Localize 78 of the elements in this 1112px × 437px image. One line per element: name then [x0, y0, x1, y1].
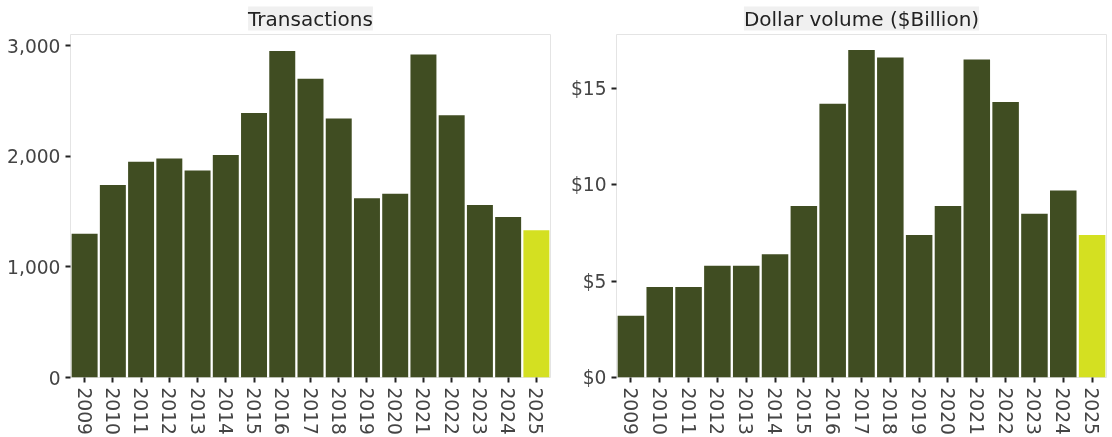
bar	[1050, 190, 1077, 378]
x-tick-label: 2019	[355, 387, 377, 435]
x-tick-label: 2018	[327, 387, 349, 435]
bar	[269, 51, 296, 378]
x-tick-label: 2023	[1023, 387, 1045, 435]
bar	[905, 234, 933, 378]
bar	[128, 161, 155, 378]
bar	[410, 54, 437, 378]
y-tick-label: 1,000	[7, 256, 61, 278]
x-tick-label: 2012	[158, 387, 180, 435]
bar	[877, 57, 904, 378]
x-tick-label: 2010	[648, 387, 670, 435]
x-tick-label: 2020	[384, 387, 406, 435]
x-tick-label: 2017	[850, 387, 872, 435]
bar	[382, 193, 409, 378]
bar	[1078, 234, 1106, 378]
x-tick-label: 2018	[879, 387, 901, 435]
bar	[848, 49, 875, 378]
bar	[617, 315, 645, 378]
x-tick-label: 2009	[73, 387, 95, 435]
bar	[992, 101, 1019, 378]
chart-title: Dollar volume ($Billion)	[743, 6, 980, 31]
x-tick-label: 2022	[994, 387, 1016, 435]
x-tick-label: 2013	[735, 387, 757, 435]
x-tick-label: 2014	[764, 387, 786, 435]
x-tick-label: 2013	[186, 387, 208, 435]
x-tick-label: 2017	[299, 387, 321, 435]
x-tick-label: 2010	[101, 387, 123, 435]
bar	[934, 206, 962, 378]
x-tick-label: 2011	[677, 387, 699, 435]
x-tick-label: 2020	[936, 387, 958, 435]
x-tick-label: 2025	[525, 387, 547, 435]
bar	[732, 265, 760, 378]
bar	[241, 113, 268, 378]
x-tick-label: 2022	[440, 387, 462, 435]
bar	[325, 118, 352, 378]
x-tick-label: 2011	[130, 387, 152, 435]
bar	[438, 115, 465, 378]
bar	[646, 286, 673, 378]
x-tick-label: 2016	[271, 387, 293, 435]
bar	[353, 198, 380, 378]
bar	[790, 206, 818, 378]
y-tick-label: $5	[582, 270, 607, 292]
x-tick-label: 2025	[1081, 387, 1103, 435]
bar	[212, 155, 239, 378]
x-tick-label: 2021	[965, 387, 987, 435]
bar	[963, 59, 991, 378]
bar	[819, 103, 846, 378]
x-tick-label: 2014	[214, 387, 236, 435]
x-tick-label: 2016	[821, 387, 843, 435]
y-tick-label: 3,000	[7, 35, 61, 57]
x-tick-label: 2019	[908, 387, 930, 435]
x-tick-label: 2021	[412, 387, 434, 435]
bar	[99, 184, 126, 378]
bar	[297, 78, 324, 378]
bar	[466, 204, 493, 378]
chart-title: Transactions	[247, 6, 373, 31]
y-tick-label: 0	[48, 367, 61, 389]
bar	[495, 217, 522, 378]
y-tick-label: $15	[570, 77, 607, 99]
x-tick-label: 2015	[792, 387, 814, 435]
bar	[675, 286, 702, 378]
y-tick-label: 2,000	[7, 146, 61, 168]
x-tick-label: 2009	[619, 387, 641, 435]
bar	[156, 158, 183, 378]
bar	[761, 254, 789, 378]
bar	[184, 170, 211, 378]
x-tick-label: 2012	[706, 387, 728, 435]
x-tick-label: 2023	[468, 387, 490, 435]
x-tick-label: 2024	[1052, 387, 1074, 435]
bar	[1021, 213, 1048, 378]
bar	[71, 233, 98, 378]
y-tick-label: $0	[582, 367, 607, 388]
y-tick-label: $10	[570, 174, 607, 196]
bar	[523, 230, 550, 378]
x-tick-label: 2015	[243, 387, 265, 435]
x-tick-label: 2024	[497, 387, 519, 435]
bar	[704, 265, 731, 378]
